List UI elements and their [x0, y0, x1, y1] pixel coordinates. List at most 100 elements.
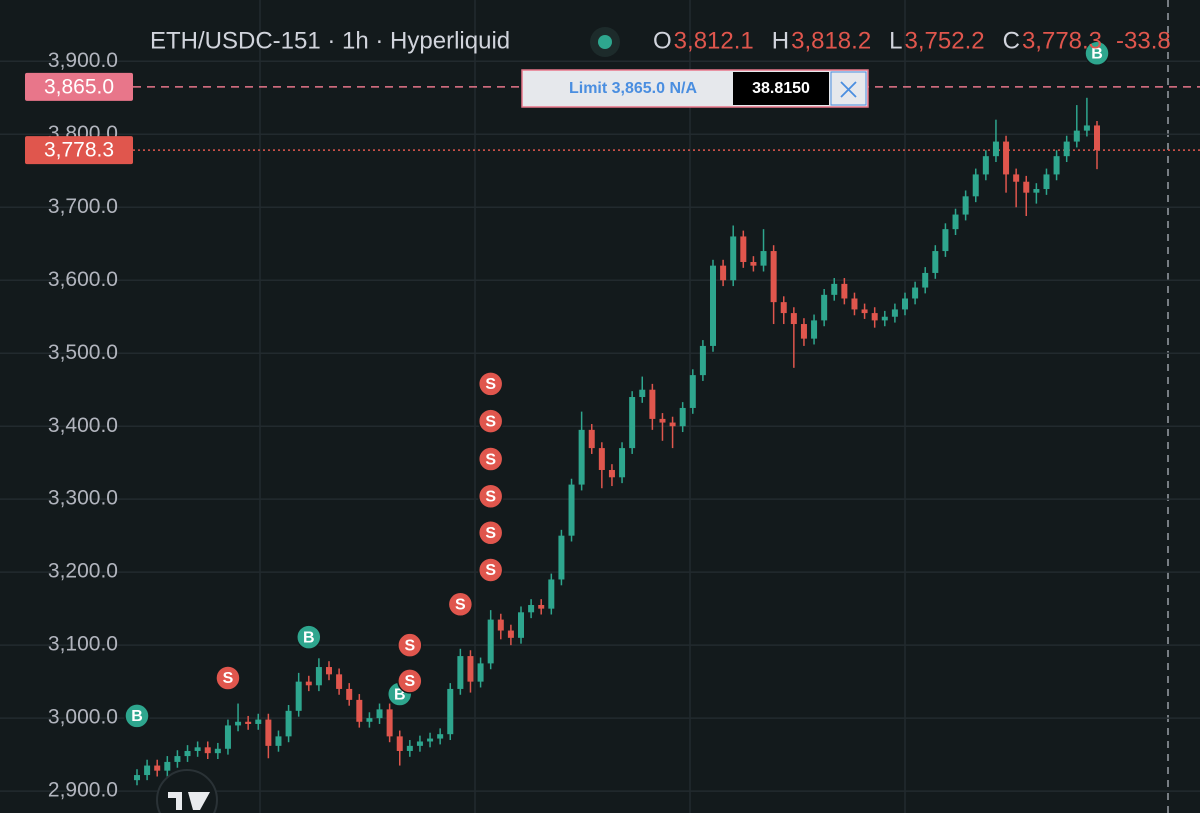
candle-body: [467, 656, 474, 682]
candle-body: [588, 429, 595, 449]
candle-body: [790, 313, 797, 325]
candle-body: [265, 719, 272, 746]
candle-body: [245, 721, 252, 724]
candle-body: [912, 287, 919, 299]
trade-marker-label: B: [394, 686, 406, 703]
candle-body: [922, 272, 929, 288]
y-tick-label: 3,900.0: [48, 49, 118, 72]
candle-body: [255, 719, 262, 724]
candle-body: [538, 605, 545, 609]
symbol-title: ETH/USDC-151 · 1h · Hyperliquid: [150, 27, 510, 54]
candle-body: [366, 718, 373, 722]
candle-body: [376, 709, 383, 719]
candle-body: [902, 298, 908, 310]
candle-body: [679, 407, 686, 427]
candle-body: [962, 196, 969, 215]
ohlc-value: 3,818.2: [791, 27, 871, 54]
candle-body: [507, 630, 514, 638]
candle-body: [406, 745, 413, 751]
candle-body: [214, 748, 221, 754]
candle-body: [861, 309, 868, 314]
trade-marker: [477, 557, 504, 583]
ohlc-label: O: [653, 27, 672, 54]
y-tick-label: 3,500.0: [48, 341, 118, 364]
trade-marker-label: B: [303, 629, 315, 646]
candle-body: [659, 418, 666, 423]
y-tick-label: 3,400.0: [48, 414, 118, 437]
candle-body: [699, 345, 706, 376]
order-quantity: 38.8150: [752, 80, 810, 97]
candle-body: [528, 605, 535, 613]
candle-body: [1033, 189, 1040, 193]
candle-body: [689, 375, 696, 408]
candle-body: [174, 756, 181, 762]
candle-body: [881, 316, 888, 321]
candle-body: [1073, 130, 1080, 142]
trade-marker: [447, 591, 474, 618]
candle-body: [841, 283, 848, 299]
ohlc-fields: O 3,812.1 H 3,818.2 L 3,752.2 C 3,778.3 -33.8: [653, 27, 1171, 54]
candle-body: [629, 397, 636, 449]
candle-body: [315, 667, 322, 686]
candle-body: [194, 747, 201, 751]
candle-body: [952, 214, 959, 230]
candle-body: [932, 251, 939, 273]
candle-body: [1053, 156, 1060, 175]
candle-body: [740, 236, 747, 262]
candle-body: [639, 389, 646, 398]
candle-body: [811, 320, 818, 339]
order-box[interactable]: Limit 3,865.0 N/A 38.8150: [521, 69, 869, 108]
candle-body: [558, 535, 565, 580]
ohlc-value: 3,812.1: [674, 27, 754, 54]
candle-body: [851, 298, 858, 310]
ohlc-value: 3,778.3: [1022, 27, 1102, 54]
candle-body: [134, 775, 140, 781]
candles: [134, 97, 1100, 786]
candle-body: [548, 579, 555, 609]
logo-mark: [168, 792, 210, 810]
candle-body: [275, 736, 282, 746]
price-label-box: [25, 72, 133, 101]
price-label: 3,865.0: [44, 75, 114, 98]
candle-body: [891, 309, 898, 317]
trade-marker: [1084, 40, 1110, 67]
trade-marker: [296, 624, 322, 650]
ohlc-label: H: [772, 27, 789, 54]
candle-body: [518, 612, 524, 638]
candle-body: [871, 313, 878, 321]
candle-body: [598, 448, 605, 470]
y-tick-label: 3,200.0: [48, 560, 118, 583]
y-tick-label: 2,900.0: [48, 779, 118, 802]
trade-marker-label: S: [223, 670, 234, 687]
trade-marker-label: S: [405, 637, 416, 654]
trade-marker-label: S: [485, 413, 496, 430]
trade-marker-label: S: [485, 488, 496, 505]
candle-body: [608, 469, 615, 478]
candle-body: [1003, 141, 1010, 175]
candle-body: [568, 484, 575, 536]
candle-body: [457, 656, 464, 689]
y-tick-label: 3,000.0: [48, 706, 118, 729]
candle-body: [578, 429, 585, 485]
order-text: Limit 3,865.0 N/A: [569, 80, 697, 97]
candle-body: [972, 174, 979, 197]
candle-body: [1083, 125, 1090, 131]
candle-body: [1043, 174, 1050, 190]
ohlc-label: L: [889, 27, 902, 54]
trade-marker: [477, 371, 504, 397]
header: ETH/USDC-151 · 1h · Hyperliquid O 3,812.1…: [150, 27, 1171, 57]
order-quantity-box: [733, 72, 829, 105]
candle-body: [1023, 181, 1030, 193]
candle-body: [346, 688, 353, 700]
candle-body: [780, 302, 787, 314]
candle-body: [386, 709, 393, 737]
y-tick-label: 3,100.0: [48, 633, 118, 656]
candle-body: [336, 674, 343, 689]
candle-body: [396, 736, 403, 751]
candle-body: [154, 765, 161, 771]
candle-body: [184, 750, 191, 757]
candle-body: [224, 725, 231, 749]
